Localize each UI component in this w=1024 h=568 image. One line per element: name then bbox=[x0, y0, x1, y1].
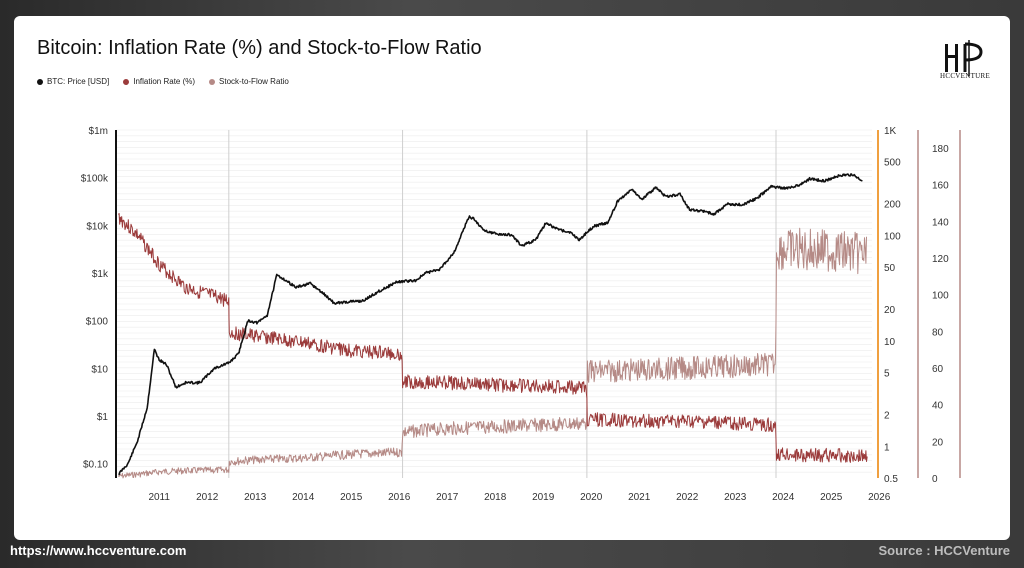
x-tick-label: 2025 bbox=[820, 492, 843, 503]
legend-label-price: BTC: Price [USD] bbox=[47, 77, 110, 86]
y-inflation-tick-label: 20 bbox=[884, 305, 896, 316]
x-tick-label: 2019 bbox=[532, 492, 555, 503]
y-left-tick-label: $0.10 bbox=[83, 460, 108, 471]
legend-label-s2f: Stock-to-Flow Ratio bbox=[219, 77, 289, 86]
y-left-tick-label: $1k bbox=[92, 269, 109, 280]
x-tick-label: 2015 bbox=[340, 492, 363, 503]
y-s2f-tick-label: 120 bbox=[932, 254, 949, 265]
x-tick-label: 2013 bbox=[244, 492, 267, 503]
footer-url-link[interactable]: https://www.hccventure.com bbox=[10, 543, 187, 558]
y-s2f-tick-label: 20 bbox=[932, 437, 944, 448]
x-tick-label: 2011 bbox=[148, 492, 170, 503]
y-s2f-tick-label: 140 bbox=[932, 217, 949, 228]
logo-text: HCCVENTURE bbox=[940, 72, 991, 80]
x-tick-label: 2023 bbox=[724, 492, 747, 503]
x-tick-label: 2018 bbox=[484, 492, 507, 503]
y-left-tick-label: $100k bbox=[81, 174, 109, 185]
legend-item-inflation[interactable]: Inflation Rate (%) bbox=[123, 77, 195, 86]
y-left-tick-label: $100 bbox=[86, 317, 109, 328]
y-left-tick-label: $1m bbox=[89, 126, 108, 137]
y-s2f-tick-label: 160 bbox=[932, 181, 949, 192]
y-inflation-tick-label: 5 bbox=[884, 369, 890, 380]
legend-item-price[interactable]: BTC: Price [USD] bbox=[37, 77, 109, 86]
x-tick-label: 2024 bbox=[772, 492, 795, 503]
x-tick-label: 2022 bbox=[676, 492, 699, 503]
y-inflation-tick-label: 0.5 bbox=[884, 474, 898, 485]
chart-legend: BTC: Price [USD] Inflation Rate (%) Stoc… bbox=[37, 77, 289, 86]
y-s2f-tick-label: 40 bbox=[932, 401, 944, 412]
x-tick-label: 2021 bbox=[628, 492, 651, 503]
y-inflation-tick-label: 10 bbox=[884, 337, 896, 348]
x-tick-label: 2020 bbox=[580, 492, 603, 503]
legend-swatch-s2f bbox=[209, 78, 216, 85]
y-inflation-tick-label: 100 bbox=[884, 231, 901, 242]
price-series-line bbox=[118, 173, 863, 476]
y-inflation-tick-label: 50 bbox=[884, 263, 896, 274]
y-left-tick-label: $10k bbox=[86, 221, 109, 232]
y-inflation-tick-label: 1 bbox=[884, 442, 890, 453]
x-tick-label: 2016 bbox=[388, 492, 411, 503]
chart-card bbox=[14, 16, 1010, 540]
y-s2f-tick-label: 80 bbox=[932, 327, 944, 338]
x-tick-label: 2014 bbox=[292, 492, 315, 503]
footer-source: Source : HCCVenture bbox=[878, 543, 1010, 558]
y-s2f-tick-label: 100 bbox=[932, 291, 949, 302]
legend-label-inflation: Inflation Rate (%) bbox=[133, 77, 196, 86]
x-tick-label: 2012 bbox=[196, 492, 219, 503]
y-inflation-tick-label: 1K bbox=[884, 126, 897, 137]
s2f-series-line bbox=[118, 227, 867, 479]
x-tick-label: 2026 bbox=[868, 492, 891, 503]
chart-title: Bitcoin: Inflation Rate (%) and Stock-to… bbox=[37, 37, 482, 59]
hccventure-logo-icon bbox=[945, 40, 983, 76]
y-s2f-tick-label: 0 bbox=[932, 474, 938, 485]
inflation-series-line bbox=[117, 213, 868, 463]
y-s2f-tick-label: 180 bbox=[932, 144, 949, 155]
legend-swatch-price bbox=[37, 78, 43, 85]
y-inflation-tick-label: 2 bbox=[884, 411, 890, 422]
legend-item-s2f[interactable]: Stock-to-Flow Ratio bbox=[209, 77, 289, 86]
y-inflation-tick-label: 500 bbox=[884, 158, 901, 169]
y-inflation-tick-label: 200 bbox=[884, 200, 901, 211]
legend-swatch-inflation bbox=[123, 78, 130, 85]
y-s2f-tick-label: 60 bbox=[932, 364, 944, 375]
y-left-tick-label: $1 bbox=[97, 412, 109, 423]
x-tick-label: 2017 bbox=[436, 492, 459, 503]
y-left-tick-label: $10 bbox=[91, 364, 108, 375]
